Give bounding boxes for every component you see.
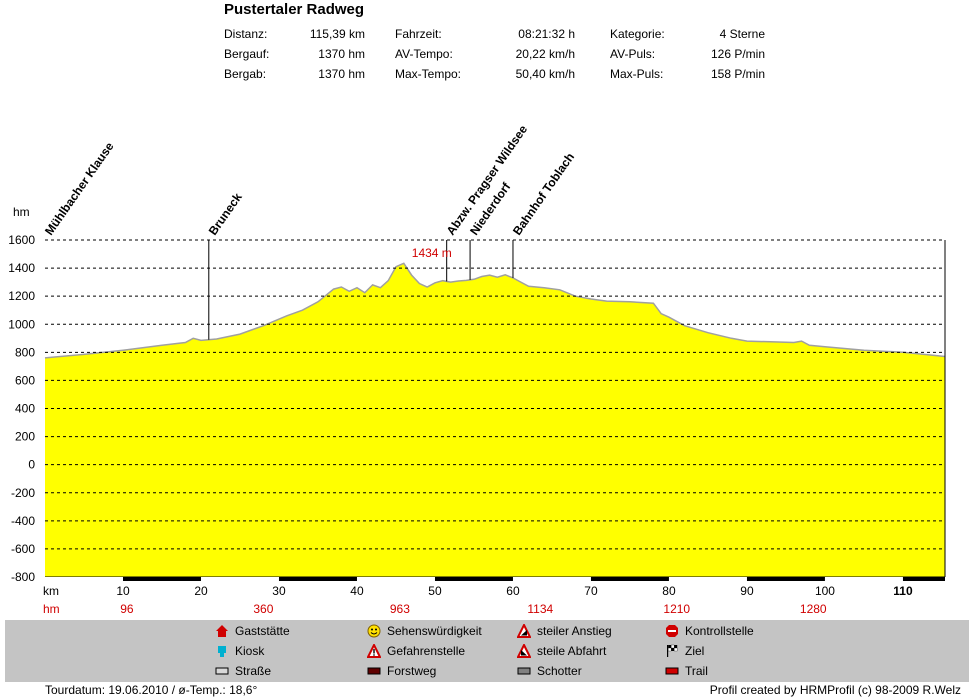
- x-tick-label: 30: [272, 584, 286, 598]
- tour-date: Tourdatum: 19.06.2010 / ø-Temp.: 18,6°: [45, 683, 258, 697]
- km-band-segment: [200, 577, 279, 581]
- km-band-segment: [278, 577, 357, 581]
- hm-row-value: 1210: [663, 602, 690, 616]
- km-band-segment: [668, 577, 747, 581]
- credits: Profil created by HRMProfil (c) 98-2009 …: [709, 683, 961, 697]
- km-band-segment: [122, 577, 201, 581]
- km-band-segment: [746, 577, 825, 581]
- stat-value: 1370 hm: [318, 67, 365, 81]
- finish-flag-icon: [667, 644, 678, 657]
- y-tick-label: 1600: [8, 233, 35, 247]
- stat-label: Fahrzeit:: [395, 27, 442, 41]
- y-tick-label: 1400: [8, 261, 35, 275]
- steep-descent-icon: [517, 644, 531, 658]
- chart-title: Pustertaler Radweg: [224, 1, 365, 18]
- stop-icon: [666, 625, 678, 637]
- stat-value: 50,40 km/h: [515, 67, 575, 81]
- x-tick-label: 10: [116, 584, 130, 598]
- y-tick-label: 400: [15, 402, 35, 416]
- y-tick-label: -600: [11, 542, 35, 556]
- y-tick-label: -800: [11, 570, 35, 584]
- stat-label: AV-Puls:: [610, 47, 656, 61]
- stat-value: 08:21:32 h: [518, 27, 575, 41]
- y-tick-label: -200: [11, 486, 35, 500]
- waypoint-label: Mühlbacher Klause: [42, 139, 117, 237]
- x-tick-label: 80: [662, 584, 676, 598]
- kiosk-icon: [218, 646, 226, 657]
- elevation-area: [45, 263, 945, 577]
- y-tick-label: 1200: [8, 289, 35, 303]
- danger-icon: [367, 644, 381, 658]
- max-elevation-label: 1434 m: [412, 246, 452, 260]
- y-tick-label: 800: [15, 345, 35, 359]
- km-band-segment: [824, 577, 903, 581]
- stat-value: 4 Sterne: [719, 27, 765, 41]
- gravel-icon: [517, 667, 531, 675]
- x-tick-label: 70: [584, 584, 598, 598]
- y-tick-label: 600: [15, 373, 35, 387]
- hm-row-value: 1134: [527, 602, 553, 616]
- x-axis-label: km: [43, 584, 59, 598]
- km-band-segment: [512, 577, 591, 581]
- y-tick-label: 200: [15, 430, 35, 444]
- stat-label: Bergab:: [224, 67, 267, 81]
- forest-road-icon: [367, 667, 381, 675]
- km-band-segment: [590, 577, 669, 581]
- road-icon: [215, 667, 229, 675]
- trail-icon: [665, 667, 679, 675]
- legend: Gaststätte Kiosk Straße Sehenswürdigkeit…: [5, 620, 969, 682]
- waypoint-label: Bahnhof Toblach: [510, 150, 577, 238]
- stat-value: 126 P/min: [710, 47, 765, 61]
- km-band-segment: [45, 577, 123, 581]
- stat-label: AV-Tempo:: [395, 47, 453, 61]
- stat-value: 1370 hm: [318, 47, 365, 61]
- km-band-segment: [902, 577, 945, 581]
- stat-value: 115,39 km: [309, 27, 365, 41]
- x-tick-label: 20: [194, 584, 208, 598]
- hm-row-value: 963: [390, 602, 410, 616]
- x-tick-label: 50: [428, 584, 442, 598]
- x-tick-label: 110: [893, 584, 913, 598]
- x-tick-label: 100: [815, 584, 835, 598]
- sight-icon: [367, 624, 381, 638]
- hm-row-value: 1280: [800, 602, 827, 616]
- y-axis-label: hm: [13, 205, 30, 219]
- stat-label: Max-Tempo:: [395, 67, 462, 81]
- elevation-profile-chart: 1600 1400 1200 1000 800 600 400 200 0 -200 -400 -60…: [8, 122, 946, 616]
- restaurant-icon: [216, 625, 228, 637]
- stat-label: Max-Puls:: [610, 67, 664, 81]
- elevation-line: [44, 262, 946, 359]
- stat-value: 20,22 km/h: [515, 47, 575, 61]
- y-tick-label: -400: [11, 514, 35, 528]
- hm-row-value: 360: [253, 602, 273, 616]
- hm-row-value: 96: [120, 602, 134, 616]
- y-tick-label: 0: [28, 458, 35, 472]
- stat-label: Bergauf:: [224, 47, 270, 61]
- x-tick-label: 90: [740, 584, 754, 598]
- y-tick-label: 1000: [8, 317, 35, 331]
- km-band-segment: [434, 577, 513, 581]
- steep-climb-icon: [517, 624, 531, 638]
- km-band-segment: [356, 577, 435, 581]
- hm-row-label: hm: [43, 602, 60, 616]
- stat-label: Kategorie:: [610, 27, 665, 41]
- waypoint-label: Bruneck: [206, 190, 245, 238]
- x-tick-label: 60: [506, 584, 520, 598]
- stat-label: Distanz:: [224, 27, 268, 41]
- stat-value: 158 P/min: [710, 67, 765, 81]
- x-tick-label: 40: [350, 584, 364, 598]
